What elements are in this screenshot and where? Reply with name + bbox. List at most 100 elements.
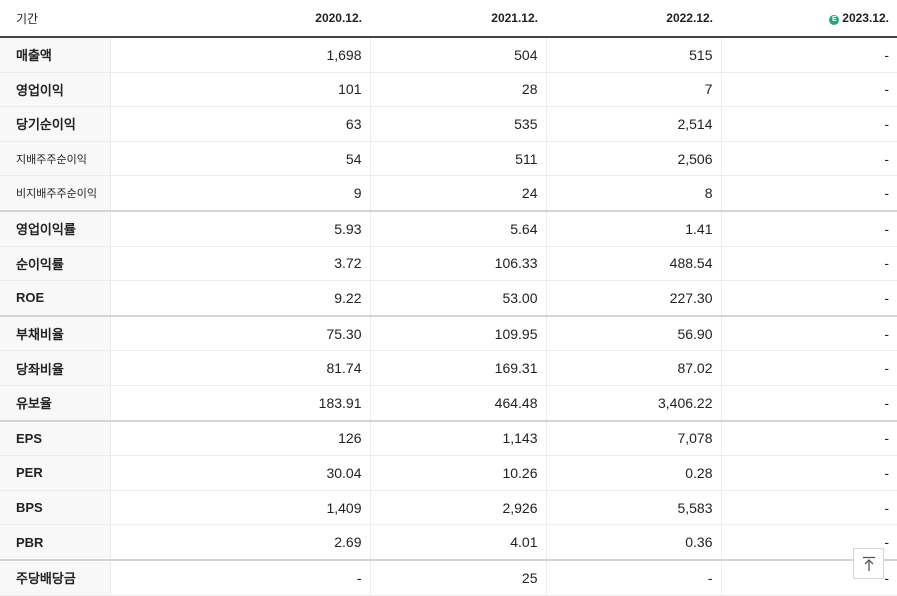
value-cell: - (545, 559, 721, 596)
table-row: BPS 1,409 2,926 5,583- (0, 490, 897, 526)
row-label: 영업이익률 (0, 210, 110, 247)
value-cell: 2,926 (369, 490, 546, 526)
table-row: 당기순이익 63 535 2,514- (0, 106, 897, 142)
table-row: EPS 126 1,143 7,078- (0, 420, 897, 457)
value-cell: 2.69 (109, 524, 370, 561)
table-row: 영업이익 101 28 7- (0, 72, 897, 108)
table-row: 당좌비율 81.74 169.31 87.02- (0, 350, 897, 386)
value-cell: - (720, 210, 897, 247)
value-cell: 101 (109, 72, 370, 108)
value-cell: 0.36 (545, 524, 721, 561)
value-cell: 87.02 (545, 350, 721, 386)
table-row: 주당배당금 -25- - (0, 559, 897, 596)
value-cell: 1,409 (109, 490, 370, 526)
row-label: 순이익률 (0, 246, 110, 282)
value-cell: - (720, 315, 897, 352)
row-label: PBR (0, 524, 110, 561)
value-cell: 24 (369, 175, 546, 212)
value-cell: 30.04 (109, 455, 370, 491)
value-cell: 53.00 (369, 280, 546, 317)
value-cell: - (720, 175, 897, 212)
row-label: ROE (0, 280, 110, 317)
value-cell: 9.22 (109, 280, 370, 317)
value-cell: 535 (369, 106, 546, 142)
value-cell: 63 (109, 106, 370, 142)
arrow-up-to-top-icon (862, 556, 875, 571)
value-cell: 7 (545, 72, 721, 108)
row-label: 매출액 (0, 37, 110, 73)
value-cell: 511 (369, 141, 546, 177)
value-cell: 3,406.22 (545, 385, 721, 422)
value-cell: - (720, 280, 897, 317)
table-body: 매출액 1,698 504 515- 영업이익 101 28 7- 당기순이익 63 535 2,51… (0, 37, 897, 596)
row-label: 당기순이익 (0, 106, 110, 142)
row-label: PER (0, 455, 110, 491)
row-label: 영업이익 (0, 72, 110, 108)
value-cell: 2,506 (545, 141, 721, 177)
value-cell: - (720, 490, 897, 526)
value-cell: - (720, 106, 897, 142)
value-cell: 464.48 (369, 385, 546, 422)
value-cell: - (720, 37, 897, 73)
value-cell: 1,143 (369, 420, 546, 457)
row-label: 부채비율 (0, 315, 110, 352)
value-cell: 10.26 (369, 455, 546, 491)
value-cell: - (720, 246, 897, 282)
table-row: PBR 2.69 4.01 0.36- (0, 524, 897, 561)
value-cell: 227.30 (545, 280, 721, 317)
table-row: PER 30.04 10.26 0.28- (0, 455, 897, 491)
value-cell: 169.31 (369, 350, 546, 386)
value-cell: 126 (109, 420, 370, 457)
value-cell: - (720, 420, 897, 457)
value-cell: 109.95 (369, 315, 546, 352)
value-cell: 183.91 (109, 385, 370, 422)
value-cell: 1.41 (545, 210, 721, 247)
table-row: ROE 9.22 53.00 227.30- (0, 280, 897, 317)
value-cell: 5.93 (109, 210, 370, 247)
value-cell: 56.90 (545, 315, 721, 352)
value-cell: 3.72 (109, 246, 370, 282)
year-header-label: 2023.12. (842, 11, 889, 25)
table-row: 지배주주순이익 54 511 2,506- (0, 141, 897, 177)
table-row: 순이익률 3.72 106.33 488.54- (0, 246, 897, 282)
value-cell: 504 (369, 37, 546, 73)
table-row: 비지배주주순이익 9 24 8- (0, 175, 897, 212)
value-cell: 5,583 (545, 490, 721, 526)
year-header-estimate: E 2023.12. (721, 0, 897, 38)
value-cell: 8 (545, 175, 721, 212)
value-cell: 9 (109, 175, 370, 212)
value-cell: 488.54 (545, 246, 721, 282)
value-cell: 75.30 (109, 315, 370, 352)
row-label: 지배주주순이익 (0, 141, 110, 177)
table-row: 영업이익률 5.93 5.64 1.41- (0, 210, 897, 247)
value-cell: 106.33 (369, 246, 546, 282)
period-header: 기간 (0, 0, 110, 38)
table-row: 매출액 1,698 504 515- (0, 37, 897, 73)
value-cell: - (720, 141, 897, 177)
year-header: 2021.12. (370, 0, 546, 38)
value-cell: 0.28 (545, 455, 721, 491)
row-label: 비지배주주순이익 (0, 175, 110, 212)
year-header: 2022.12. (546, 0, 721, 38)
value-cell: 5.64 (369, 210, 546, 247)
year-header: 2020.12. (110, 0, 370, 38)
row-label: BPS (0, 490, 110, 526)
value-cell: 81.74 (109, 350, 370, 386)
value-cell: - (720, 350, 897, 386)
row-label: 유보율 (0, 385, 110, 422)
row-label: 당좌비율 (0, 350, 110, 386)
estimate-badge-icon: E (829, 15, 840, 25)
value-cell: 25 (369, 559, 546, 596)
value-cell: - (720, 72, 897, 108)
table-row: 부채비율 75.30 109.95 56.90- (0, 315, 897, 352)
value-cell: 28 (369, 72, 546, 108)
value-cell: 54 (109, 141, 370, 177)
value-cell: - (720, 385, 897, 422)
value-cell: 4.01 (369, 524, 546, 561)
value-cell: 515 (545, 37, 721, 73)
value-cell: - (109, 559, 370, 596)
row-label: EPS (0, 420, 110, 457)
table-header-row: 기간 2020.12. 2021.12. 2022.12. E 2023.12. (0, 0, 897, 38)
scroll-to-top-button[interactable] (853, 548, 884, 579)
